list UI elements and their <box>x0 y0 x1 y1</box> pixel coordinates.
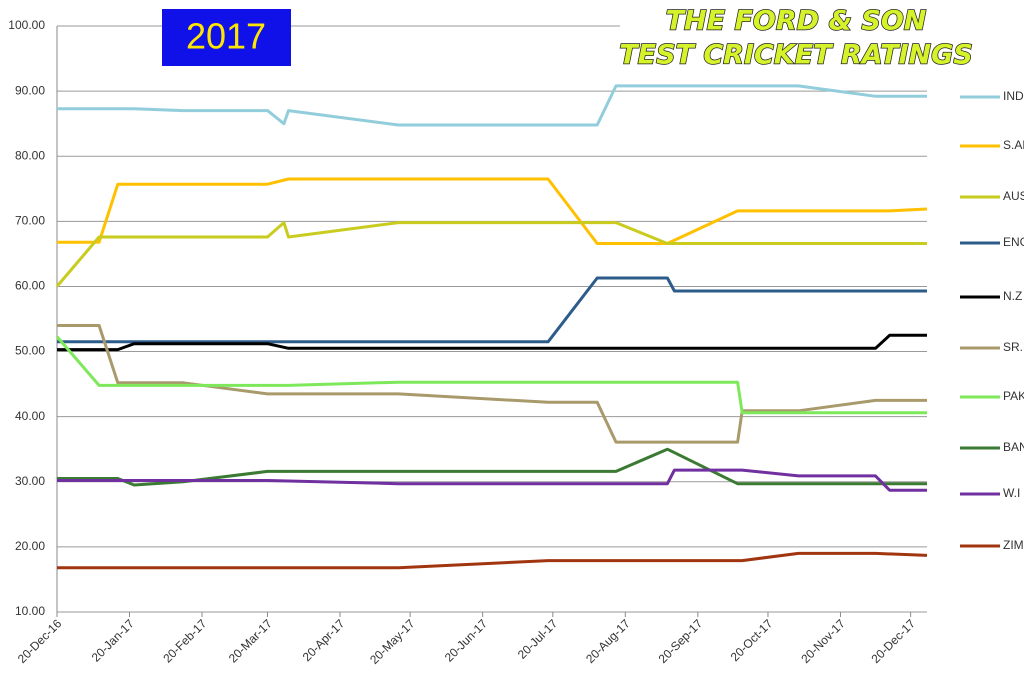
title-backdrop <box>620 0 960 80</box>
x-tick-label: 20-Mar-17 <box>226 616 275 665</box>
legend-label: ENG <box>1003 235 1024 249</box>
legend-label: BAN <box>1003 440 1024 454</box>
title-group: THE FORD & SON TEST CRICKET RATINGS 2017 <box>162 0 974 80</box>
x-tick-label: 20-Aug-17 <box>583 616 633 666</box>
series-line <box>57 276 927 344</box>
legend-label: S.AF <box>1003 138 1024 152</box>
year-badge-box <box>162 9 291 66</box>
y-tick-label: 60.00 <box>15 279 45 293</box>
legend-label: AUS <box>1003 189 1024 203</box>
x-tick-label: 20-Dec-16 <box>15 616 65 666</box>
y-tick-label: 50.00 <box>15 344 45 358</box>
y-tick-label: 30.00 <box>15 474 45 488</box>
y-tick-label: 80.00 <box>15 148 45 162</box>
x-tick-label: 20-Apr-17 <box>300 616 348 664</box>
x-tick-label: 20-Jun-17 <box>442 616 490 664</box>
legend-label: N.Z <box>1003 289 1022 303</box>
series-line <box>57 551 928 570</box>
chart-subtitle: TEST CRICKET RATINGS <box>619 40 973 71</box>
series-line <box>57 324 927 444</box>
series-line <box>55 221 927 288</box>
series-line <box>57 468 927 492</box>
x-tick-label: 20-Oct-17 <box>728 616 776 664</box>
legend-label: SR.L <box>1003 340 1024 354</box>
series-line <box>57 177 928 245</box>
y-tick-label: 70.00 <box>15 214 45 228</box>
x-tick-label: 20-Jan-17 <box>89 616 137 664</box>
y-tick-label: 40.00 <box>15 409 45 423</box>
x-tick-label: 20-Dec-17 <box>868 616 918 666</box>
x-tick-label: 20-Feb-17 <box>160 616 209 665</box>
year-badge: 2017 <box>186 16 266 57</box>
series-line <box>55 335 927 415</box>
legend-label: IND <box>1003 89 1024 103</box>
x-tick-label: 20-Sep-17 <box>656 616 706 666</box>
legend-label: W.I <box>1003 486 1020 500</box>
y-tick-label: 100.00 <box>8 18 45 32</box>
y-tick-label: 10.00 <box>15 604 45 618</box>
x-tick-label: 20-May-17 <box>367 616 418 667</box>
y-tick-label: 90.00 <box>15 83 45 97</box>
series-line <box>57 84 927 127</box>
x-tick-label: 20-Jul-17 <box>515 616 561 662</box>
legend-label: PAK <box>1003 389 1024 403</box>
legend-label: ZIM <box>1003 538 1024 552</box>
y-tick-label: 20.00 <box>15 539 45 553</box>
x-tick-label: 20-Nov-17 <box>798 616 848 666</box>
chart-title: THE FORD & SON <box>666 6 927 37</box>
series-line <box>57 333 927 352</box>
